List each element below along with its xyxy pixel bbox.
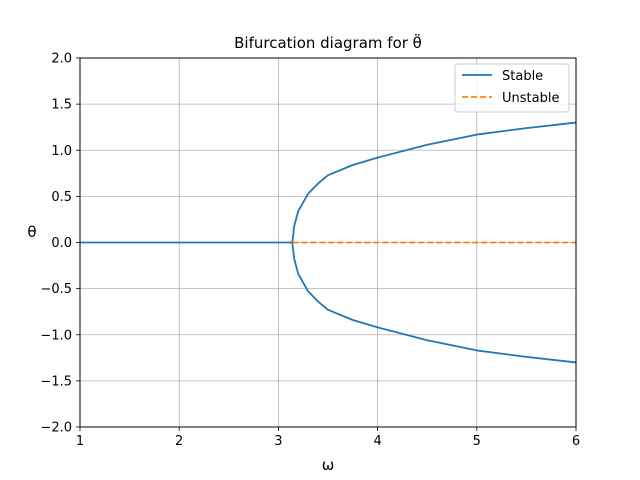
series-layer: [80, 121, 577, 364]
y-tick-label: 1.5: [51, 98, 72, 113]
y-tick-label: −1.5: [40, 374, 72, 389]
series-line-stable-1: [291, 121, 577, 243]
y-tick-label: −1.0: [40, 328, 72, 343]
y-tick-label: −2.0: [40, 421, 72, 436]
x-tick-label: 6: [572, 434, 580, 449]
y-tick-label: 1.0: [51, 144, 72, 159]
y-tick-label: 0.5: [51, 190, 72, 205]
y-tick-label: −0.5: [40, 282, 72, 297]
y-axis-label: θ: [27, 223, 36, 241]
tick-layer: 1 2 3 4 5 6 −2.0 −1.5 −1.0 −0.5 0.0 0.5 1.0 1.5 2.0: [40, 52, 580, 450]
x-tick-label: 4: [373, 434, 381, 449]
x-tick-label: 3: [274, 434, 282, 449]
x-tick-label: 1: [76, 434, 84, 449]
legend-box: [454, 63, 570, 113]
x-tick-label: 2: [175, 434, 183, 449]
legend-label-stable: Stable: [502, 69, 543, 84]
y-tick-label: 2.0: [51, 52, 72, 67]
x-tick-label: 5: [473, 434, 481, 449]
legend-label-unstable: Unstable: [502, 91, 559, 106]
series-line-stable-2: [291, 242, 577, 364]
legend: Stable Unstable: [454, 63, 570, 113]
x-axis-label: ω: [322, 456, 335, 474]
y-tick-label: 0.0: [51, 236, 72, 251]
chart-title: Bifurcation diagram for θ̈: [234, 32, 422, 52]
